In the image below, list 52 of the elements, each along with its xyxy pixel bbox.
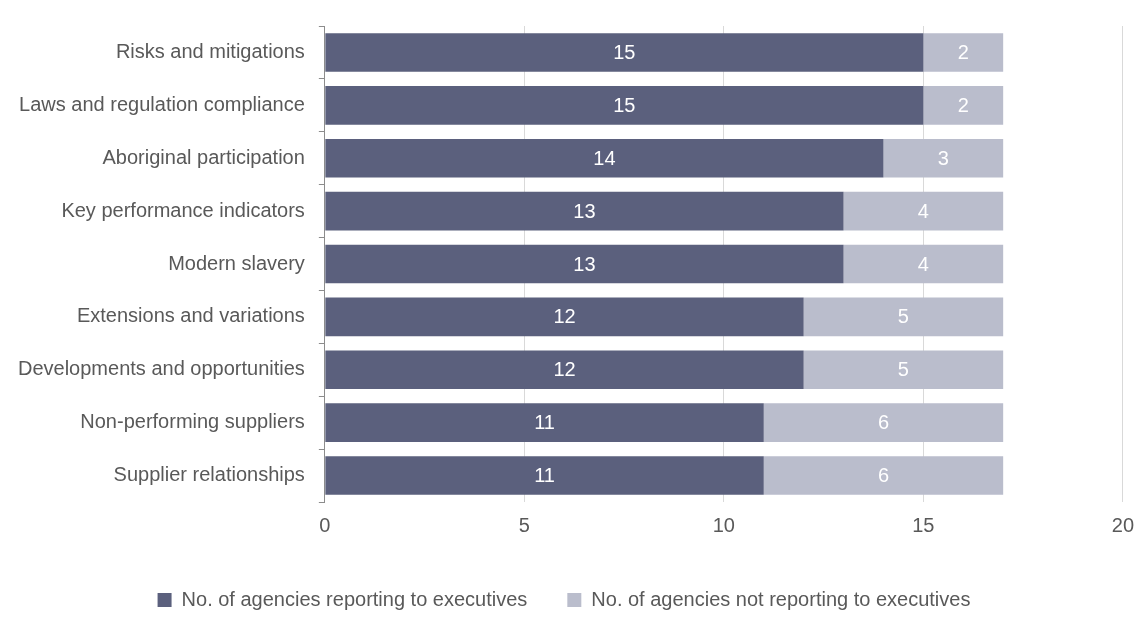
y-tick-label: Supplier relationships — [113, 463, 305, 486]
bar — [325, 244, 844, 284]
bar — [923, 33, 1004, 72]
data-label: 6 — [877, 411, 890, 434]
bar — [325, 403, 764, 442]
y-tick-label: Extensions and variations — [76, 304, 305, 327]
data-label: 2 — [957, 93, 969, 116]
bar — [803, 297, 1004, 337]
data-label: 13 — [573, 252, 596, 275]
y-tick-label: Key performance indicators — [61, 198, 305, 221]
y-tick-label: Laws and regulation compliance — [19, 92, 305, 115]
x-tick-label: 15 — [912, 513, 935, 536]
data-label: 11 — [534, 464, 555, 487]
data-label: 4 — [917, 252, 929, 275]
y-tick-label: Risks and mitigations — [115, 39, 305, 62]
x-tick-label: 20 — [1111, 513, 1134, 536]
data-label: 14 — [593, 146, 616, 169]
data-label: 12 — [553, 358, 576, 381]
x-tick-label: 10 — [712, 513, 735, 536]
bar — [763, 456, 1004, 495]
bar — [325, 297, 804, 337]
y-tick-label: Developments and opportunities — [17, 357, 305, 380]
bar — [325, 456, 764, 495]
bar — [325, 138, 884, 178]
bar — [763, 403, 1004, 442]
data-label: 15 — [613, 93, 636, 116]
y-tick-label: Aboriginal participation — [102, 145, 305, 168]
x-tick-label: 5 — [518, 513, 530, 536]
bar — [923, 86, 1004, 125]
legend-label: No. of agencies not reporting to executives — [591, 587, 971, 610]
x-tick-label: 0 — [319, 513, 331, 536]
bar — [883, 138, 1004, 178]
data-label: 11 — [534, 411, 555, 434]
data-label: 6 — [877, 464, 890, 487]
data-label: 5 — [897, 305, 909, 328]
bar — [843, 191, 1004, 231]
data-label: 2 — [957, 40, 969, 63]
bar — [325, 33, 924, 72]
bar — [843, 244, 1004, 284]
data-label: 13 — [573, 199, 596, 222]
data-label: 4 — [917, 199, 929, 222]
data-label: 12 — [553, 305, 576, 328]
bar — [803, 350, 1004, 390]
data-label: 15 — [613, 40, 636, 63]
y-tick-label: Modern slavery — [168, 251, 305, 274]
data-label: 3 — [937, 146, 949, 169]
legend-label: No. of agencies reporting to executives — [181, 587, 528, 610]
y-tick-label: Non-performing suppliers — [80, 410, 305, 433]
bar — [325, 350, 804, 390]
bar — [325, 191, 844, 231]
bar — [325, 86, 924, 125]
data-label: 5 — [897, 358, 909, 381]
